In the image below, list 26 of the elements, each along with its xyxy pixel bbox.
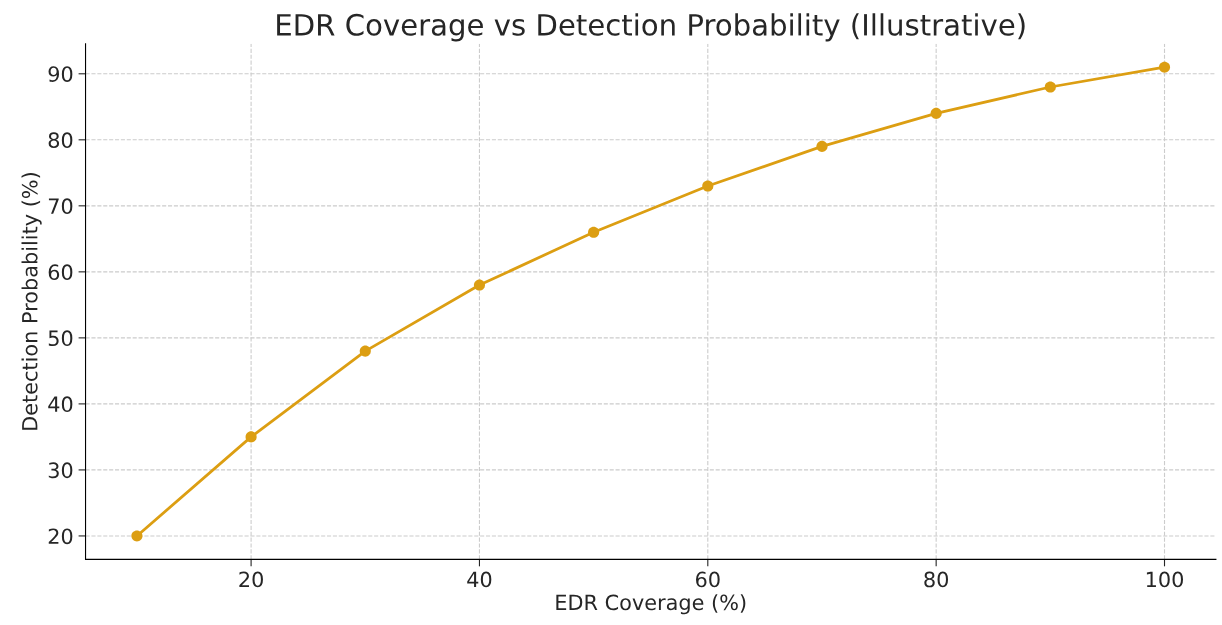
chart-title: EDR Coverage vs Detection Probability (Illustrative)	[277, 13, 1025, 42]
y-tick-label: 50	[48, 330, 73, 347]
point	[930, 107, 942, 119]
point	[245, 431, 257, 443]
x-tick-label: 100	[1146, 571, 1184, 588]
point	[359, 345, 371, 357]
x-tick-label: 60	[696, 571, 720, 588]
y-tick-label: 60	[48, 264, 73, 281]
y-tick-label: 80	[48, 132, 73, 149]
point	[473, 279, 486, 291]
y-tick-label: 20	[48, 528, 73, 545]
x-tick-label: 80	[924, 571, 949, 588]
y-axis-title: Detection Probability (%)	[21, 173, 42, 430]
point	[588, 226, 600, 238]
point	[816, 140, 828, 152]
x-axis-title: EDR Coverage (%)	[556, 594, 746, 615]
point	[131, 530, 143, 542]
point	[702, 180, 714, 192]
x-tick-label: 40	[467, 571, 492, 588]
point	[1044, 81, 1056, 93]
y-tick-label: 40	[48, 396, 73, 413]
y-tick-label: 30	[48, 462, 73, 479]
y-tick-label: 90	[48, 66, 73, 82]
point	[1158, 61, 1171, 73]
y-tick-label: 70	[48, 198, 73, 215]
x-tick-label: 20	[239, 571, 263, 588]
